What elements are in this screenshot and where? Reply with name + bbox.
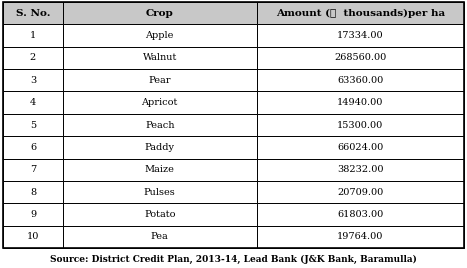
Text: 7: 7	[30, 165, 36, 174]
Bar	[3, 226, 63, 248]
Bar	[256, 114, 464, 136]
Bar	[256, 226, 464, 248]
Text: 63360.00: 63360.00	[337, 76, 383, 85]
Bar	[63, 181, 256, 203]
Bar	[63, 159, 256, 181]
Bar	[256, 69, 464, 91]
Text: 19764.00: 19764.00	[337, 232, 383, 241]
Text: Source: District Credit Plan, 2013-14, Lead Bank (J&K Bank, Baramulla): Source: District Credit Plan, 2013-14, L…	[50, 254, 417, 263]
Bar	[63, 114, 256, 136]
Text: Pulses: Pulses	[144, 188, 176, 197]
Bar	[256, 91, 464, 114]
Text: 4: 4	[30, 98, 36, 107]
Bar	[63, 203, 256, 226]
Text: 3: 3	[30, 76, 36, 85]
Text: S. No.: S. No.	[16, 9, 50, 18]
Text: 15300.00: 15300.00	[337, 121, 383, 129]
Bar	[3, 114, 63, 136]
Bar	[256, 159, 464, 181]
Bar	[3, 24, 63, 47]
Text: 268560.00: 268560.00	[334, 53, 386, 62]
Bar	[3, 159, 63, 181]
Bar	[256, 24, 464, 47]
Bar	[63, 136, 256, 159]
Text: Pear: Pear	[149, 76, 171, 85]
Text: 2: 2	[30, 53, 36, 62]
Text: 5: 5	[30, 121, 36, 129]
Text: 8: 8	[30, 188, 36, 197]
Text: Pea: Pea	[151, 232, 169, 241]
Bar	[256, 181, 464, 203]
Text: Maize: Maize	[145, 165, 175, 174]
Text: Potato: Potato	[144, 210, 176, 219]
Text: Walnut: Walnut	[142, 53, 177, 62]
Bar	[3, 69, 63, 91]
Text: Crop: Crop	[146, 9, 174, 18]
Bar	[63, 47, 256, 69]
Text: Apricot: Apricot	[142, 98, 178, 107]
Text: 61803.00: 61803.00	[337, 210, 383, 219]
Bar	[3, 181, 63, 203]
Text: 38232.00: 38232.00	[337, 165, 383, 174]
Bar	[256, 136, 464, 159]
Bar	[63, 2, 256, 24]
Text: 6: 6	[30, 143, 36, 152]
Text: 20709.00: 20709.00	[337, 188, 383, 197]
Text: Paddy: Paddy	[145, 143, 175, 152]
Text: Amount (⃂  thousands)per ha: Amount (⃂ thousands)per ha	[276, 9, 445, 18]
Bar	[63, 226, 256, 248]
Text: Peach: Peach	[145, 121, 175, 129]
Bar	[256, 203, 464, 226]
Bar	[256, 2, 464, 24]
Bar	[3, 91, 63, 114]
Bar	[256, 47, 464, 69]
Bar	[63, 24, 256, 47]
Bar	[3, 203, 63, 226]
Bar	[3, 47, 63, 69]
Text: 14940.00: 14940.00	[337, 98, 383, 107]
Text: Apple: Apple	[146, 31, 174, 40]
Text: 66024.00: 66024.00	[337, 143, 383, 152]
Bar	[63, 69, 256, 91]
Text: 1: 1	[30, 31, 36, 40]
Bar	[3, 2, 63, 24]
Text: 9: 9	[30, 210, 36, 219]
Text: 17334.00: 17334.00	[337, 31, 383, 40]
Bar	[63, 91, 256, 114]
Bar	[3, 136, 63, 159]
Text: 10: 10	[27, 232, 39, 241]
